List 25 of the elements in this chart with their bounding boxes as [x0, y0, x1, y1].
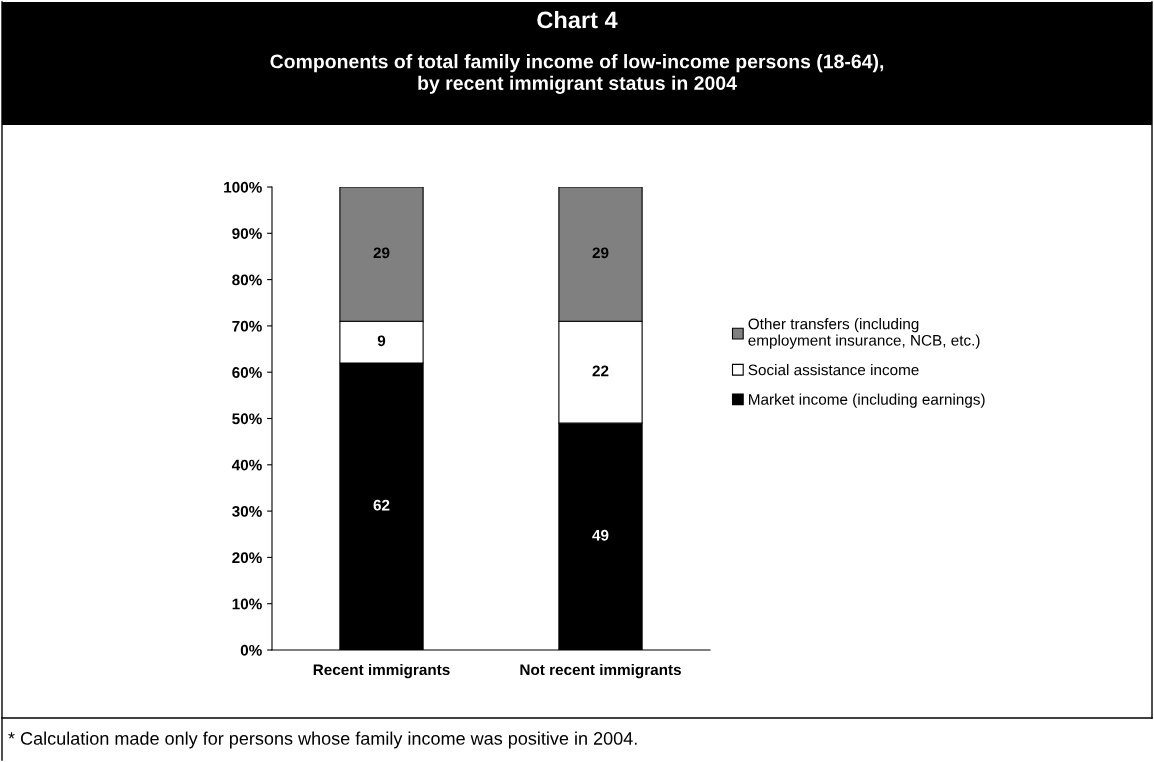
y-tick-label: 100%: [224, 181, 262, 193]
y-tick-label: 60%: [232, 367, 262, 378]
data-label: 22: [592, 365, 609, 377]
chart-subtitle: Components of total family income of low-income persons (18-64), by recent immigrant status in 2004: [270, 54, 884, 94]
data-label: 29: [373, 247, 390, 259]
y-tick-label: 30%: [232, 505, 262, 517]
legend-label: Market income (including earnings): [749, 393, 985, 408]
y-tick-label: 10%: [232, 598, 262, 610]
y-tick-label: 50%: [232, 413, 262, 425]
text: * Calculation made only for persons whose family income was positive in 2004.: [8, 731, 637, 749]
y-tick-label: 90%: [232, 228, 262, 239]
x-tick-label: Recent immigrants: [313, 663, 450, 679]
x-tick-label: Not recent immigrants: [520, 663, 681, 679]
data-label: 62: [373, 499, 390, 511]
y-tick-label: 20%: [232, 552, 262, 564]
data-label: 29: [592, 247, 609, 259]
legend-label: Other transfers (including employment insurance, NCB, etc.): [748, 318, 980, 349]
y-tick-label: 0%: [240, 644, 262, 656]
y-tick-label: 80%: [232, 274, 262, 286]
legend-label: Social assistance income: [748, 364, 919, 376]
y-tick-label: 40%: [231, 459, 262, 471]
data-label: 49: [592, 529, 609, 541]
data-label: 9: [377, 335, 386, 347]
y-tick-label: 70%: [232, 320, 262, 332]
chart-title: Chart 4: [537, 11, 618, 29]
